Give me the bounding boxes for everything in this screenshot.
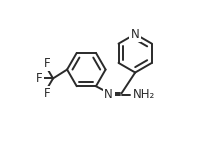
Text: NH₂: NH₂ (133, 88, 155, 101)
Text: F: F (44, 57, 51, 70)
Text: N: N (131, 28, 140, 41)
Text: F: F (44, 87, 51, 100)
Text: N: N (104, 88, 113, 101)
Text: F: F (36, 72, 43, 85)
